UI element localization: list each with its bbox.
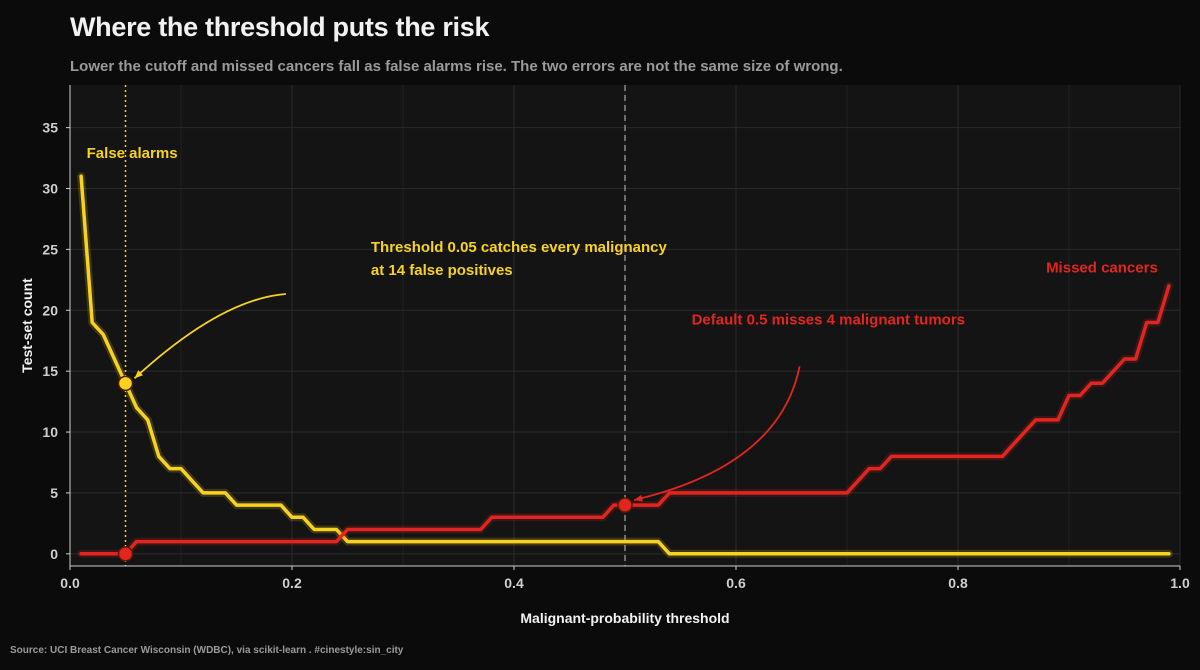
x-tick-label: 0.0 bbox=[60, 575, 80, 591]
annotation-arrow bbox=[133, 293, 286, 380]
y-tick-label: 5 bbox=[50, 485, 58, 501]
source-note: Source: UCI Breast Cancer Wisconsin (WDB… bbox=[10, 645, 404, 656]
highlight-point bbox=[617, 497, 633, 513]
y-tick-label: 35 bbox=[42, 120, 58, 136]
chart-subtitle: Lower the cutoff and missed cancers fall… bbox=[70, 58, 843, 75]
annotation-arrowhead bbox=[134, 370, 143, 379]
highlight-point bbox=[117, 375, 134, 392]
series-line-1 bbox=[79, 284, 1171, 556]
series-line-0 bbox=[79, 174, 1171, 556]
annotation-arrow bbox=[633, 366, 801, 501]
y-tick-label: 25 bbox=[42, 241, 58, 257]
x-tick-label: 0.4 bbox=[504, 575, 524, 591]
highlight-point bbox=[117, 546, 134, 562]
chart-title: Where the threshold puts the risk bbox=[70, 12, 490, 42]
series-label: False alarms bbox=[87, 145, 178, 162]
annotation-text: at 14 false positives bbox=[371, 262, 513, 279]
x-tick-label: 1.0 bbox=[1170, 575, 1190, 591]
annotation-text: Default 0.5 misses 4 malignant tumors bbox=[692, 311, 965, 328]
y-tick-label: 10 bbox=[42, 424, 58, 440]
x-tick-label: 0.8 bbox=[948, 575, 968, 591]
x-axis-title: Malignant-probability threshold bbox=[520, 610, 729, 626]
y-axis-title: Test-set count bbox=[19, 278, 35, 373]
x-tick-label: 0.6 bbox=[726, 575, 746, 591]
y-tick-label: 30 bbox=[42, 181, 58, 197]
annotation-text: Threshold 0.05 catches every malignancy bbox=[371, 239, 668, 256]
y-tick-label: 0 bbox=[50, 546, 58, 562]
y-tick-label: 15 bbox=[42, 363, 58, 379]
series-label: Missed cancers bbox=[1046, 260, 1158, 277]
annotation-arrowhead bbox=[634, 494, 643, 502]
y-tick-label: 20 bbox=[42, 302, 58, 318]
x-tick-label: 0.2 bbox=[282, 575, 302, 591]
